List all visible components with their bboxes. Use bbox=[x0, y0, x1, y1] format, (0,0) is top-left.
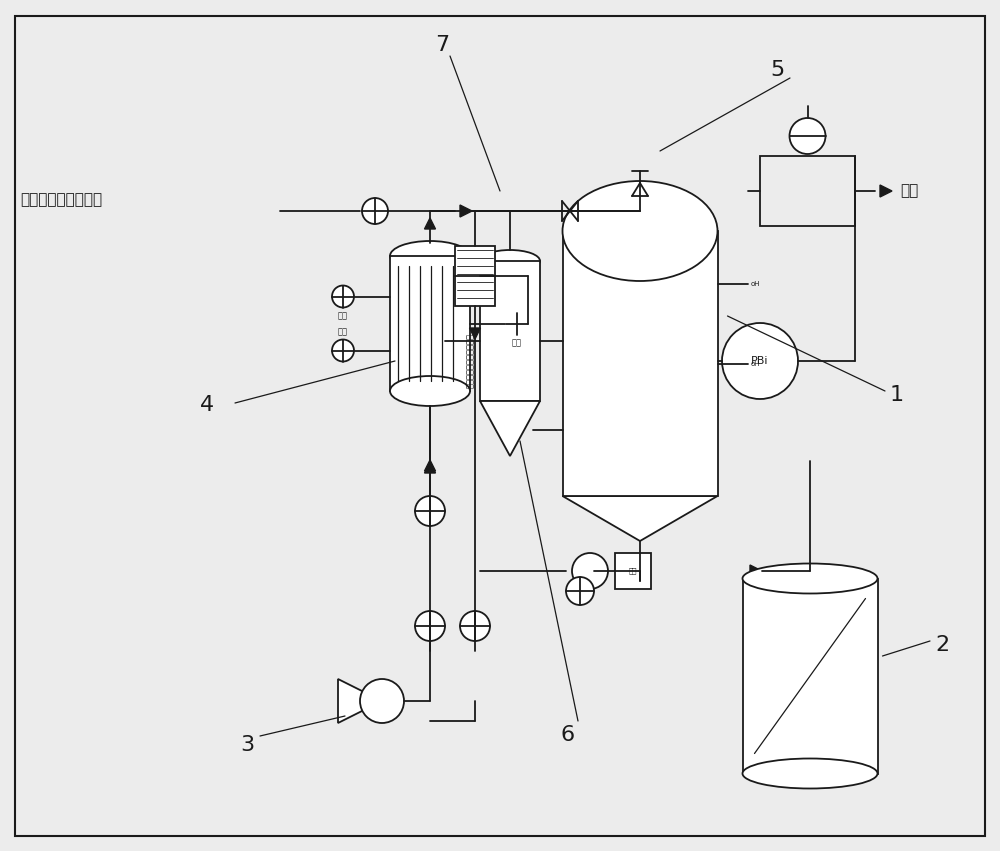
Circle shape bbox=[506, 312, 528, 334]
Polygon shape bbox=[470, 328, 480, 339]
Circle shape bbox=[460, 611, 490, 641]
Text: 含氯化钉的二氯甲烷液体: 含氯化钉的二氯甲烷液体 bbox=[466, 334, 475, 389]
Text: oH: oH bbox=[750, 281, 760, 287]
Text: 流量: 流量 bbox=[629, 568, 637, 574]
Bar bbox=[480, 261, 540, 401]
Ellipse shape bbox=[742, 758, 878, 789]
Text: oH: oH bbox=[750, 361, 760, 367]
Text: 1: 1 bbox=[890, 385, 904, 405]
Text: 冷水: 冷水 bbox=[900, 184, 918, 198]
Ellipse shape bbox=[480, 250, 540, 272]
Ellipse shape bbox=[562, 181, 718, 281]
Text: 蔭汏: 蔭汏 bbox=[338, 311, 348, 321]
Circle shape bbox=[360, 679, 404, 723]
Circle shape bbox=[566, 577, 594, 605]
Polygon shape bbox=[480, 401, 540, 456]
Text: PBi: PBi bbox=[751, 356, 769, 366]
Polygon shape bbox=[750, 565, 762, 577]
Circle shape bbox=[332, 285, 354, 307]
Ellipse shape bbox=[390, 376, 470, 406]
Text: 6: 6 bbox=[560, 725, 574, 745]
Circle shape bbox=[415, 496, 445, 526]
Bar bbox=[455, 246, 495, 306]
Ellipse shape bbox=[742, 563, 878, 593]
Polygon shape bbox=[562, 496, 718, 541]
Bar bbox=[390, 256, 470, 391]
Text: 冷凝: 冷凝 bbox=[512, 339, 522, 347]
Text: 冷凝: 冷凝 bbox=[338, 328, 348, 336]
Bar bbox=[760, 156, 855, 226]
Circle shape bbox=[415, 611, 445, 641]
Polygon shape bbox=[424, 460, 436, 471]
Text: 4: 4 bbox=[200, 395, 214, 415]
Text: 氯气、二氯甲烷气体: 氯气、二氯甲烷气体 bbox=[20, 192, 102, 208]
Text: 7: 7 bbox=[435, 35, 449, 55]
Polygon shape bbox=[338, 679, 382, 723]
Polygon shape bbox=[460, 205, 472, 217]
Polygon shape bbox=[424, 218, 436, 229]
Polygon shape bbox=[424, 462, 436, 473]
Circle shape bbox=[332, 340, 354, 362]
Text: 2: 2 bbox=[935, 635, 949, 655]
Bar bbox=[562, 231, 718, 496]
Polygon shape bbox=[880, 185, 892, 197]
Circle shape bbox=[572, 553, 608, 589]
Ellipse shape bbox=[390, 241, 470, 271]
Bar bbox=[742, 579, 878, 774]
Text: 3: 3 bbox=[240, 735, 254, 755]
Circle shape bbox=[362, 198, 388, 224]
Circle shape bbox=[722, 323, 798, 399]
Text: 5: 5 bbox=[770, 60, 784, 80]
Circle shape bbox=[790, 118, 826, 154]
Bar bbox=[615, 553, 651, 589]
